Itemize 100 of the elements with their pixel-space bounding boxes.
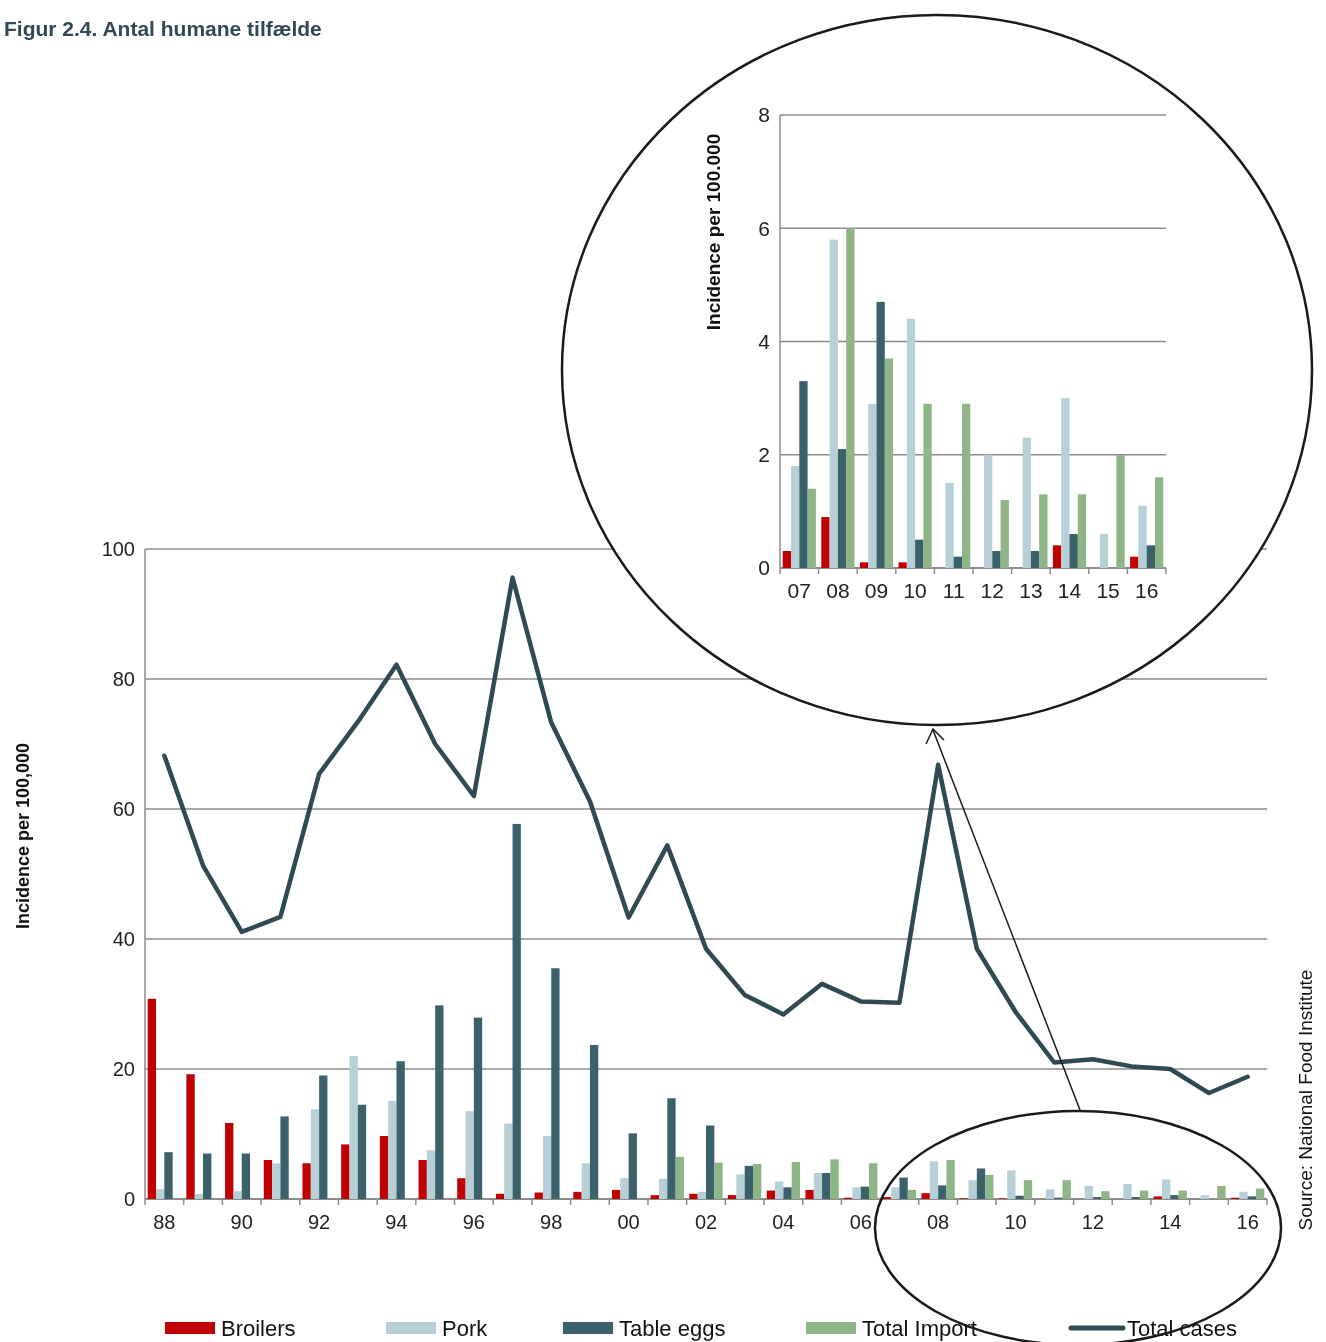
x-tick-label: 00 (617, 1211, 640, 1233)
bar (512, 823, 521, 1199)
x-tick-label: 06 (849, 1211, 872, 1233)
legend-label: Broilers (221, 1315, 296, 1341)
legend-label: Pork (442, 1315, 489, 1341)
bar (418, 1160, 427, 1199)
bar (869, 1163, 878, 1199)
x-tick-label: 16 (1135, 579, 1159, 602)
bar (976, 1168, 986, 1199)
y-tick-label: 20 (112, 1058, 135, 1080)
bar (1255, 1188, 1265, 1199)
bar (753, 1163, 762, 1199)
y-tick-label: 80 (112, 668, 135, 690)
bar (667, 1098, 676, 1199)
bar (628, 1133, 637, 1199)
bar (775, 1181, 784, 1199)
bar (799, 381, 808, 568)
bar (495, 1193, 505, 1199)
bar (1123, 1184, 1132, 1199)
bar (396, 1061, 405, 1199)
y-tick-label: 40 (112, 928, 135, 950)
bar (1045, 1189, 1055, 1199)
line-series (162, 575, 1250, 1096)
x-tick-label: 90 (230, 1211, 253, 1233)
bar (426, 1150, 436, 1199)
x-tick-label: 94 (385, 1211, 408, 1233)
bar (620, 1178, 629, 1199)
x-tick-label: 13 (1019, 579, 1043, 602)
bar (868, 403, 877, 568)
bar (1007, 1170, 1016, 1199)
bar (859, 562, 869, 568)
x-tick-label: 08 (826, 579, 850, 602)
bar (675, 1156, 684, 1199)
bar (504, 1123, 513, 1199)
bar (923, 403, 932, 568)
bar (921, 1193, 930, 1199)
bar (822, 1173, 831, 1199)
bar (302, 1163, 311, 1199)
bar (791, 1161, 801, 1199)
bar (1061, 398, 1070, 568)
bar (388, 1100, 397, 1199)
bar (689, 1193, 698, 1199)
bar (581, 1163, 590, 1199)
bar (791, 466, 800, 568)
bar (1039, 494, 1048, 568)
x-tick-label: 02 (694, 1211, 718, 1233)
bar (984, 454, 993, 568)
bar (611, 1189, 621, 1199)
x-tick-label: 15 (1096, 579, 1120, 602)
bar (962, 403, 971, 568)
y-tick-label: 0 (758, 556, 770, 580)
x-tick-label: 16 (1236, 1211, 1259, 1233)
x-tick-label: 88 (153, 1211, 176, 1233)
bar (783, 1187, 792, 1199)
bar (837, 449, 847, 568)
bar (807, 488, 816, 568)
bar (697, 1191, 706, 1199)
bar (891, 1187, 900, 1199)
bar (945, 483, 954, 568)
bar (435, 1005, 444, 1199)
bar (915, 539, 924, 568)
y-axis-title: Incidence per 100.000 (703, 133, 724, 331)
bar (1052, 545, 1062, 568)
x-tick-label: 10 (903, 579, 927, 602)
x-tick-label: 96 (462, 1211, 485, 1233)
bar (1069, 534, 1078, 568)
chart-title: Figur 2.4. Antal humane tilfælde (4, 17, 322, 40)
bar (1239, 1191, 1248, 1199)
bar (1247, 1196, 1256, 1199)
x-tick-label: 07 (787, 579, 811, 602)
bar (1101, 1191, 1110, 1199)
bar (985, 1174, 994, 1199)
bar (953, 556, 962, 568)
legend-label: Table eggs (619, 1315, 726, 1341)
y-tick-label: 2 (758, 443, 770, 467)
y-tick-label: 6 (758, 216, 770, 240)
bar (164, 1152, 173, 1199)
legend-label: Total Import (862, 1315, 977, 1341)
bar (929, 1161, 939, 1199)
x-tick-label: 08 (927, 1211, 950, 1233)
bar (1178, 1190, 1187, 1199)
bar (852, 1187, 861, 1199)
bar (241, 1153, 251, 1199)
bar (766, 1190, 776, 1199)
bar (457, 1178, 466, 1199)
bar (899, 1177, 908, 1199)
bar (186, 1074, 195, 1199)
bar (1000, 500, 1009, 568)
bar (992, 551, 1001, 568)
x-tick-label: 10 (1004, 1211, 1027, 1233)
bar (1146, 545, 1155, 568)
bar (946, 1160, 955, 1199)
bar (650, 1195, 659, 1199)
x-tick-label: 12 (980, 579, 1004, 602)
source-note: Source: National Food Institute (1295, 969, 1316, 1231)
bar (658, 1178, 668, 1199)
bar (272, 1163, 281, 1199)
x-tick-label: 09 (864, 579, 889, 602)
bar (319, 1075, 328, 1199)
bar (1062, 1180, 1071, 1199)
